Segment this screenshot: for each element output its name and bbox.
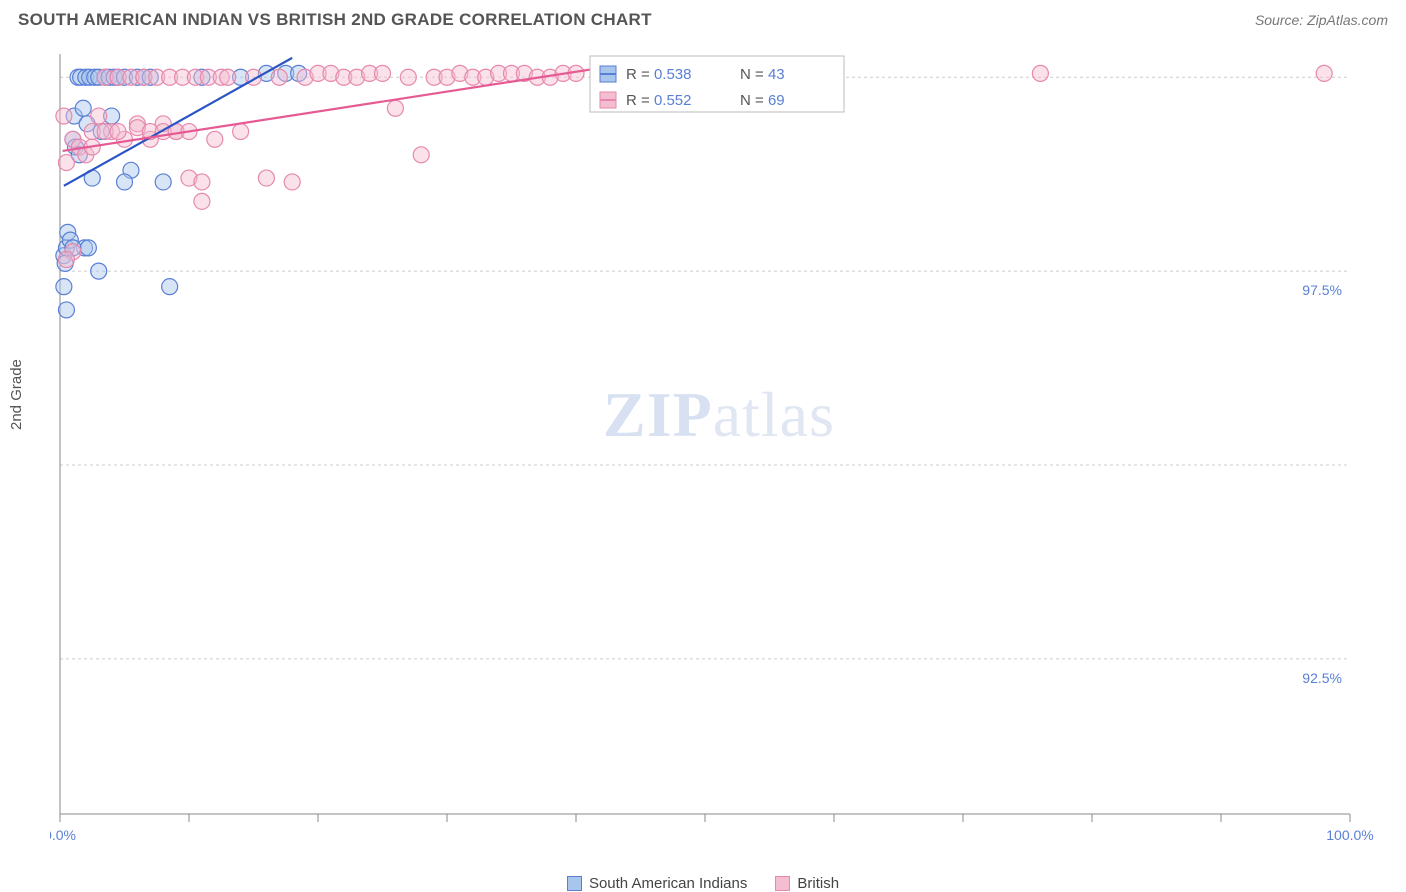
legend-item: British [775,875,839,892]
chart-title: SOUTH AMERICAN INDIAN VS BRITISH 2ND GRA… [18,10,652,30]
data-point [1316,65,1332,81]
data-point [91,263,107,279]
legend-label: British [797,875,839,892]
data-point [80,240,96,256]
data-point [413,147,429,163]
data-point [207,131,223,147]
data-point [162,279,178,295]
data-point [56,279,72,295]
chart-area: ZIPatlas 92.5%97.5%0.0%100.0%R = 0.538N … [50,36,1388,826]
stats-r: R = 0.538 [626,66,691,83]
data-point [155,174,171,190]
data-point [233,124,249,140]
data-point [58,302,74,318]
data-point [117,174,133,190]
x-tick-label: 100.0% [1326,827,1373,843]
data-point [194,193,210,209]
legend-label: South American Indians [589,875,747,892]
data-point [1032,65,1048,81]
y-tick-label: 97.5% [1302,282,1342,298]
data-point [110,124,126,140]
data-point [75,100,91,116]
legend: South American Indians British [0,875,1406,892]
stats-r: R = 0.552 [626,92,691,109]
source-label: Source: ZipAtlas.com [1255,12,1388,28]
data-point [56,108,72,124]
scatter-plot: 92.5% 97.5% 0.0% 100.0% R = 0.538 N = 43 R = 0… [50,36,1390,844]
data-point [375,65,391,81]
data-point [284,174,300,190]
data-point [220,69,236,85]
data-point [400,69,416,85]
y-tick-label: 92.5% [1302,670,1342,686]
stats-n: N = 43 [740,66,785,83]
x-tick-label: 0.0% [50,827,76,843]
data-point [258,170,274,186]
legend-item: South American Indians [567,875,747,892]
data-point [91,108,107,124]
legend-swatch [567,876,582,891]
data-point [194,174,210,190]
data-point [387,100,403,116]
data-point [58,155,74,171]
legend-swatch [775,876,790,891]
data-point [58,252,74,268]
stats-n: N = 69 [740,92,785,109]
y-axis-label: 2nd Grade [8,359,25,430]
data-point [271,69,287,85]
